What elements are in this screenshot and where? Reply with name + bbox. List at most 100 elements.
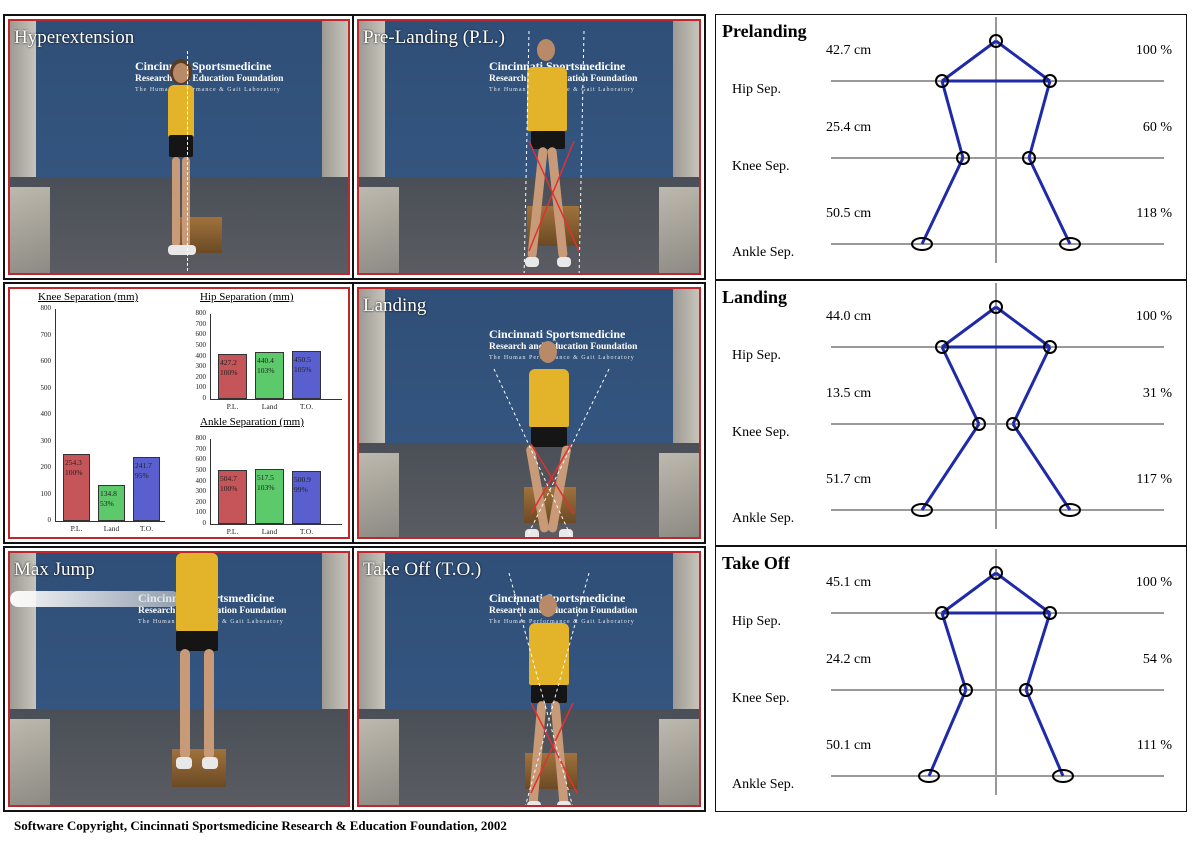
skeleton-segment — [1011, 346, 1052, 425]
bar-value-label: 517.5 — [257, 473, 274, 483]
y-tick-label: 600 — [40, 357, 52, 365]
take-off-diagram: Take Off Hip Sep. 45.1 cm 100 % Knee Sep. 24.… — [715, 546, 1187, 812]
panel-title: Hyperextension — [14, 27, 135, 48]
hip-sep-value: 44.0 cm — [826, 309, 872, 324]
landing-photo: Cincinnati Sportsmedicine Research and E… — [357, 287, 701, 539]
pre-landing-panel[interactable]: Cincinnati Sportsmedicine Research and E… — [352, 14, 706, 280]
y-tick-label: 200 — [195, 372, 207, 381]
y-tick-label: 600 — [195, 455, 207, 464]
y-tick-label: 400 — [195, 351, 207, 360]
max-jump-panel[interactable]: Cincinnati Sportsmedicine Research and E… — [3, 546, 355, 812]
landing-diagram: Landing Hip Sep. 44.0 cm 100 % Knee Sep. 13.5… — [715, 280, 1187, 546]
knee-sep-value: 13.5 cm — [826, 386, 872, 401]
bar: 450.5 105% — [292, 351, 321, 399]
x-tick-label: P.L. — [226, 402, 239, 411]
tracking-lines — [508, 572, 590, 805]
ankle-sep-label: Ankle Sep. — [732, 777, 795, 792]
bar-percent-label: 100% — [220, 484, 238, 494]
hip-sep-label: Hip Sep. — [732, 614, 781, 629]
chart-title: Ankle Separation (mm) — [200, 416, 304, 428]
separation-charts-panel: Knee Separation (mm) 0 100 200 300 400 500 600 7… — [3, 282, 355, 544]
y-tick-label: 100 — [195, 383, 207, 392]
knee-joint — [956, 151, 970, 165]
x-tick-label: P.L. — [70, 524, 83, 533]
knee-sep-percent: 31 % — [1142, 386, 1172, 401]
knee-sep-percent: 54 % — [1142, 652, 1172, 667]
tracking-lines — [523, 30, 585, 273]
knee-sep-label: Knee Sep. — [732, 159, 790, 174]
hyperextension-photo: Cincinnati Sportsmedicine Research and E… — [8, 19, 350, 275]
skeleton-diagram — [831, 283, 1164, 529]
knee-joint — [1006, 417, 1020, 431]
hip-sep-value: 45.1 cm — [826, 575, 872, 590]
y-tick-label: 100 — [195, 508, 207, 517]
bar-value-label: 500.9 — [294, 474, 311, 484]
y-tick-label: 200 — [195, 497, 207, 506]
y-tick-label: 700 — [195, 444, 207, 453]
hip-sep-percent: 100 % — [1135, 309, 1172, 324]
hip-sep-percent: 100 % — [1135, 43, 1172, 58]
x-axis — [210, 399, 342, 400]
ankle-joint — [1059, 503, 1081, 517]
knee-sep-percent: 60 % — [1142, 120, 1172, 135]
y-tick-label: 400 — [40, 410, 52, 418]
hip-joint — [1043, 74, 1057, 88]
y-tick-label: 0 — [202, 394, 207, 402]
bar: 517.5 103% — [255, 469, 284, 524]
hip-joint — [1043, 606, 1057, 620]
diagram-title: Take Off — [722, 553, 790, 573]
ankle-sep-percent: 117 % — [1136, 472, 1172, 487]
ankle-sep-percent: 111 % — [1136, 738, 1172, 753]
take-off-panel[interactable]: Cincinnati Sportsmedicine Research and E… — [352, 546, 706, 812]
skeleton-segment — [940, 612, 968, 691]
bar: 134.8 53% — [98, 485, 125, 521]
ankle-joint — [911, 237, 933, 251]
prelanding-diagram: Prelanding Hip Sep. 42.7 cm 100 % Knee Sep. 2… — [715, 14, 1187, 280]
knee-joint — [972, 417, 986, 431]
bar-value-label: 241.7 — [135, 460, 152, 470]
knee-sep-value: 25.4 cm — [826, 120, 872, 135]
hip-sep-percent: 100 % — [1135, 575, 1172, 590]
skeleton-segment — [920, 423, 981, 511]
max-jump-photo: Cincinnati Sportsmedicine Research and E… — [8, 551, 350, 807]
skeleton-diagram — [831, 549, 1164, 795]
landing-panel[interactable]: Cincinnati Sportsmedicine Research and E… — [352, 282, 706, 544]
knee-joint — [1019, 683, 1033, 697]
y-tick-label: 500 — [195, 340, 207, 349]
y-axis — [210, 314, 211, 399]
copyright-footer: Software Copyright, Cincinnati Sportsmed… — [14, 818, 507, 833]
hyperextension-panel[interactable]: Cincinnati Sportsmedicine Research and E… — [3, 14, 355, 280]
bar-value-label: 254.3 — [65, 457, 82, 467]
skeleton-segment — [940, 80, 965, 159]
skeleton-segment — [995, 571, 1051, 615]
hip-joint — [935, 606, 949, 620]
x-tick-label: Land — [103, 524, 120, 533]
bar-percent-label: 103% — [257, 483, 275, 493]
skeleton-segment — [1027, 80, 1052, 159]
diagram-title: Landing — [722, 287, 788, 307]
diagram-title: Prelanding — [722, 21, 807, 41]
hip-sep-label: Hip Sep. — [732, 82, 781, 97]
chart-title: Hip Separation (mm) — [200, 291, 294, 303]
hip-joint — [1043, 340, 1057, 354]
y-tick-label: 300 — [40, 436, 52, 445]
separation-charts: Knee Separation (mm) 0 100 200 300 400 500 600 7… — [8, 287, 350, 539]
tracking-lines — [493, 368, 610, 537]
bar-percent-label: 105% — [294, 365, 312, 375]
bar: 440.4 103% — [255, 352, 284, 399]
panel-title: Pre-Landing (P.L.) — [363, 27, 505, 48]
bar-value-label: 450.5 — [294, 355, 311, 365]
y-tick-label: 700 — [195, 319, 207, 328]
y-tick-label: 200 — [40, 463, 52, 471]
x-tick-label: T.O. — [299, 527, 314, 536]
bar-value-label: 134.8 — [100, 489, 117, 499]
pre-landing-photo: Cincinnati Sportsmedicine Research and E… — [357, 19, 701, 275]
skeleton-segment — [920, 157, 965, 245]
x-tick-label: P.L. — [226, 527, 239, 536]
x-tick-label: Land — [261, 402, 278, 411]
ankle-sep-value: 50.5 cm — [826, 206, 872, 221]
y-tick-label: 800 — [195, 434, 207, 442]
bar-percent-label: 95% — [135, 470, 149, 480]
y-tick-label: 300 — [195, 487, 207, 496]
skeleton-segment — [1027, 157, 1072, 245]
